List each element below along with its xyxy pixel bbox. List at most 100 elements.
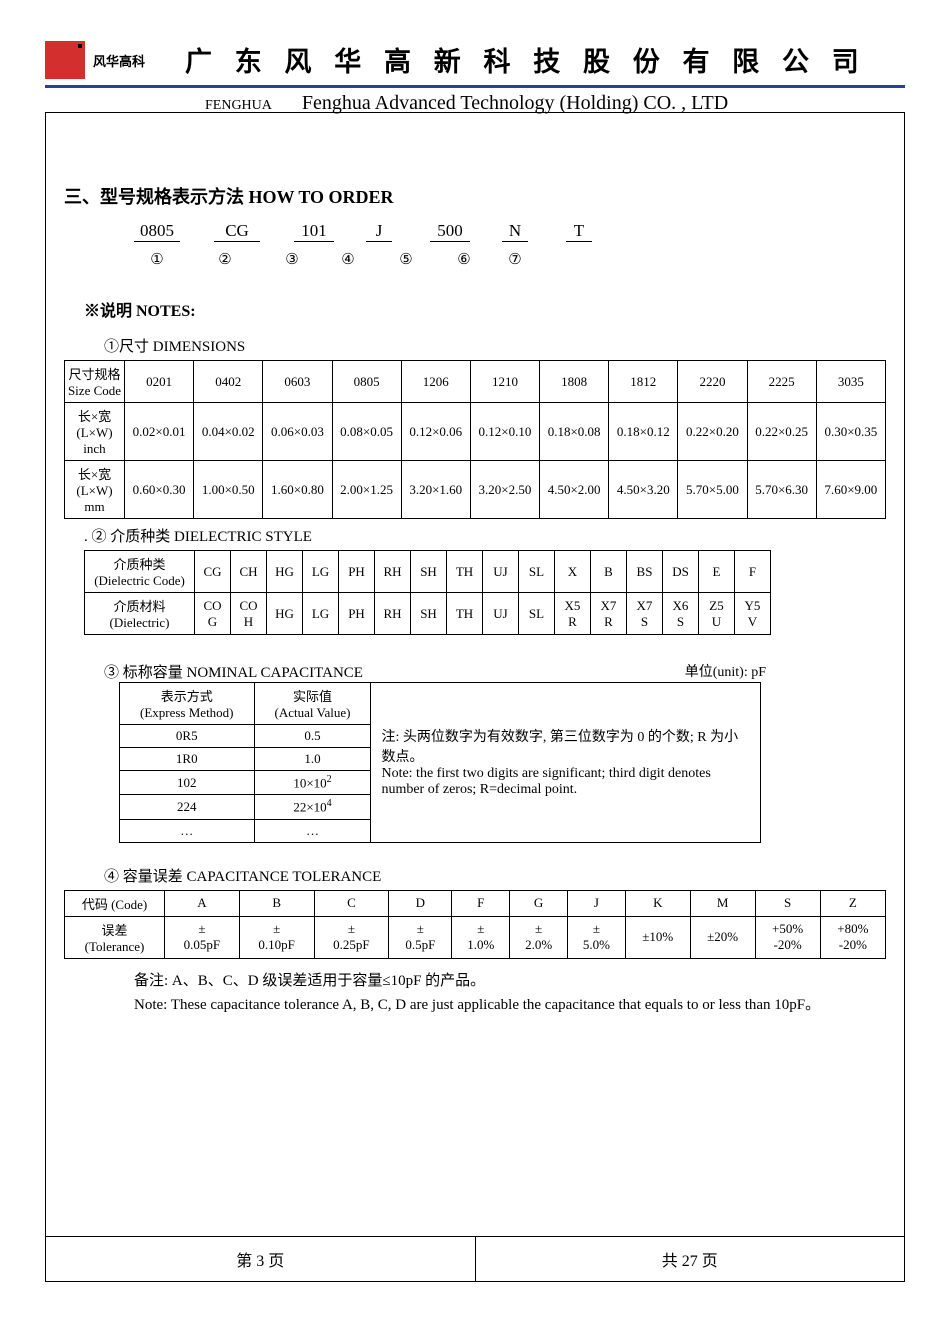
tol-code: S xyxy=(755,890,820,916)
tol-value: ±2.0% xyxy=(510,916,568,958)
die-cell: LG xyxy=(303,593,339,635)
die-cell: DS xyxy=(663,551,699,593)
tol-label: 误差(Tolerance) xyxy=(65,916,165,958)
die-cell: PH xyxy=(339,551,375,593)
dim-cell: 0.08×0.05 xyxy=(332,403,401,461)
die-cell: CH xyxy=(231,551,267,593)
dim-cell: 4.50×3.20 xyxy=(609,461,678,519)
page-footer: 第 3 页 共 27 页 xyxy=(46,1236,904,1281)
tol-code: C xyxy=(314,890,389,916)
tol-value: ±0.10pF xyxy=(239,916,314,958)
dim-cell: 0.60×0.30 xyxy=(125,461,194,519)
dim-cell: 3035 xyxy=(816,361,885,403)
tol-value: ±0.05pF xyxy=(165,916,240,958)
die-cell: F xyxy=(735,551,771,593)
dim-cell: 0.18×0.12 xyxy=(609,403,678,461)
die-cell: SH xyxy=(411,593,447,635)
die-cell: Z5U xyxy=(699,593,735,635)
order-code-row: 0805CG101J500NT xyxy=(124,221,886,242)
die-cell: RH xyxy=(375,593,411,635)
express-cell: 1.0 xyxy=(254,748,371,771)
die-cell: SL xyxy=(519,593,555,635)
die-cell: Y5V xyxy=(735,593,771,635)
logo-icon xyxy=(45,41,85,79)
dim-cell: 1.00×0.50 xyxy=(194,461,263,519)
tol-value: ±0.5pF xyxy=(389,916,452,958)
die-cell: HG xyxy=(267,551,303,593)
order-circle: ② xyxy=(190,250,260,269)
tol-code: B xyxy=(239,890,314,916)
capacitance-heading: ③ 标称容量 NOMINAL CAPACITANCE xyxy=(104,665,363,681)
express-cell: 102 xyxy=(120,771,255,795)
section-how-to-order: 三、型号规格表示方法 HOW TO ORDER xyxy=(64,183,886,209)
express-cell: 10×102 xyxy=(254,771,371,795)
dim-cell: 尺寸规格Size Code xyxy=(65,361,125,403)
tolerance-heading: ④ 容量误差 CAPACITANCE TOLERANCE xyxy=(104,865,886,886)
company-name-cn: 广 东 风 华 高 新 科 技 股 份 有 限 公 司 xyxy=(185,40,867,79)
die-cell: X5R xyxy=(555,593,591,635)
dimensions-heading: ①尺寸 DIMENSIONS xyxy=(104,335,886,356)
dim-cell: 0.22×0.20 xyxy=(678,403,747,461)
order-circle: ⑦ xyxy=(488,250,542,269)
logo-block: 风华高科 xyxy=(45,41,145,79)
die-cell: HG xyxy=(267,593,303,635)
tolerance-table: 代码 (Code)ABCDFGJKMSZ误差(Tolerance)±0.05pF… xyxy=(64,890,886,959)
die-cell: LG xyxy=(303,551,339,593)
dim-cell: 长×宽(L×W)mm xyxy=(65,461,125,519)
dim-cell: 0.30×0.35 xyxy=(816,403,885,461)
dim-cell: 0603 xyxy=(263,361,332,403)
express-cell: 0.5 xyxy=(254,725,371,748)
dim-cell: 0.12×0.06 xyxy=(401,403,470,461)
dim-cell: 0.12×0.10 xyxy=(470,403,539,461)
dim-cell: 5.70×5.00 xyxy=(678,461,747,519)
tol-code: D xyxy=(389,890,452,916)
die-cell: PH xyxy=(339,593,375,635)
die-label: 介质种类(Dielectric Code) xyxy=(85,551,195,593)
die-cell: SH xyxy=(411,551,447,593)
die-cell: X xyxy=(555,551,591,593)
page-header: 风华高科 广 东 风 华 高 新 科 技 股 份 有 限 公 司 xyxy=(45,40,905,79)
order-segment: T xyxy=(566,221,592,242)
dim-cell: 0201 xyxy=(125,361,194,403)
footer-page-total: 共 27 页 xyxy=(476,1237,905,1281)
header-divider xyxy=(45,85,905,88)
die-cell: RH xyxy=(375,551,411,593)
dim-cell: 0402 xyxy=(194,361,263,403)
dimensions-table: 尺寸规格Size Code020104020603080512061210180… xyxy=(64,360,886,519)
die-cell: COG xyxy=(195,593,231,635)
die-cell: B xyxy=(591,551,627,593)
order-segment: 101 xyxy=(294,221,334,242)
order-segment: J xyxy=(366,221,392,242)
die-cell: SL xyxy=(519,551,555,593)
footer-page-current: 第 3 页 xyxy=(46,1237,476,1281)
tol-value: ±1.0% xyxy=(452,916,510,958)
dim-cell: 0.18×0.08 xyxy=(540,403,609,461)
express-header: 表示方式(Express Method) xyxy=(120,683,255,725)
tol-code: A xyxy=(165,890,240,916)
express-cell: 1R0 xyxy=(120,748,255,771)
express-header: 实际值(Actual Value) xyxy=(254,683,371,725)
tol-code: M xyxy=(690,890,755,916)
dim-cell: 0.04×0.02 xyxy=(194,403,263,461)
tol-code: G xyxy=(510,890,568,916)
die-cell: CG xyxy=(195,551,231,593)
order-segment: 0805 xyxy=(134,221,180,242)
die-cell: X6S xyxy=(663,593,699,635)
dim-cell: 长×宽(L×W)inch xyxy=(65,403,125,461)
express-method-table: 表示方式(Express Method)实际值(Actual Value)0R5… xyxy=(119,682,371,843)
order-circle: ④ xyxy=(324,250,372,269)
dielectric-table: 介质种类(Dielectric Code)CGCHHGLGPHRHSHTHUJS… xyxy=(84,550,771,635)
die-cell: BS xyxy=(627,551,663,593)
tol-value: ±20% xyxy=(690,916,755,958)
order-circle: ③ xyxy=(260,250,324,269)
cap-note-en: Note: the first two digits are significa… xyxy=(381,766,750,798)
express-cell: … xyxy=(120,819,255,842)
order-circle: ① xyxy=(124,250,190,269)
tol-label: 代码 (Code) xyxy=(65,890,165,916)
tol-code: J xyxy=(568,890,626,916)
dim-cell: 1206 xyxy=(401,361,470,403)
die-cell: TH xyxy=(447,593,483,635)
dim-cell: 3.20×2.50 xyxy=(470,461,539,519)
tol-code: K xyxy=(625,890,690,916)
tol-code: Z xyxy=(820,890,885,916)
